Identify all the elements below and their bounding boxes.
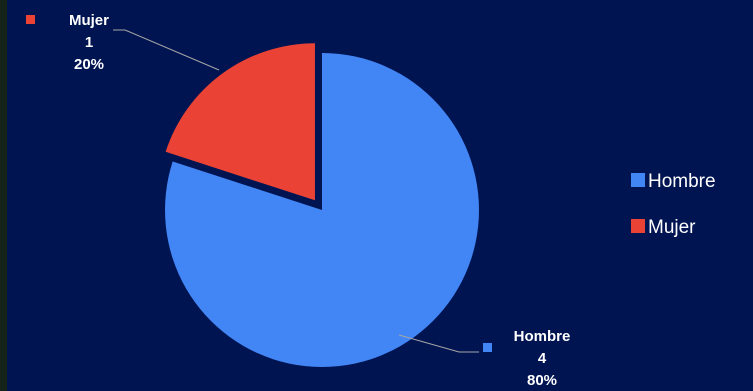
- leader-line-hombre: [398, 334, 479, 353]
- legend-key-mujer: [631, 219, 645, 233]
- pie-chart-svg: Hombre 4 80% Mujer 1 20% Hombre Mujer: [26, 12, 716, 389]
- pie-slice-mujer: [165, 43, 315, 201]
- legend-key-hombre: [631, 173, 645, 187]
- data-label-key-hombre: [483, 343, 492, 352]
- legend-label-mujer: Mujer: [648, 217, 696, 238]
- legend-item-mujer: Mujer: [631, 217, 696, 238]
- legend-item-hombre: Hombre: [631, 171, 716, 192]
- data-label-mujer-group: Mujer 1 20%: [26, 12, 220, 73]
- pie-slice-hombre: [165, 53, 480, 367]
- legend: Hombre Mujer: [631, 171, 716, 238]
- data-label-value-mujer: 1: [85, 34, 93, 51]
- legend-label-hombre: Hombre: [648, 171, 716, 192]
- leader-line-mujer: [113, 29, 220, 71]
- data-label-name-hombre: Hombre: [514, 328, 571, 345]
- pie-chart: Hombre 4 80% Mujer 1 20% Hombre Mujer: [7, 0, 753, 391]
- data-label-name-mujer: Mujer: [69, 12, 109, 29]
- pie-slices: [165, 43, 480, 367]
- data-label-key-mujer: [26, 15, 35, 24]
- data-label-percent-hombre: 80%: [527, 372, 557, 389]
- data-label-value-hombre: 4: [538, 350, 547, 367]
- data-label-hombre-group: Hombre 4 80%: [398, 328, 571, 389]
- data-label-percent-mujer: 20%: [74, 56, 104, 73]
